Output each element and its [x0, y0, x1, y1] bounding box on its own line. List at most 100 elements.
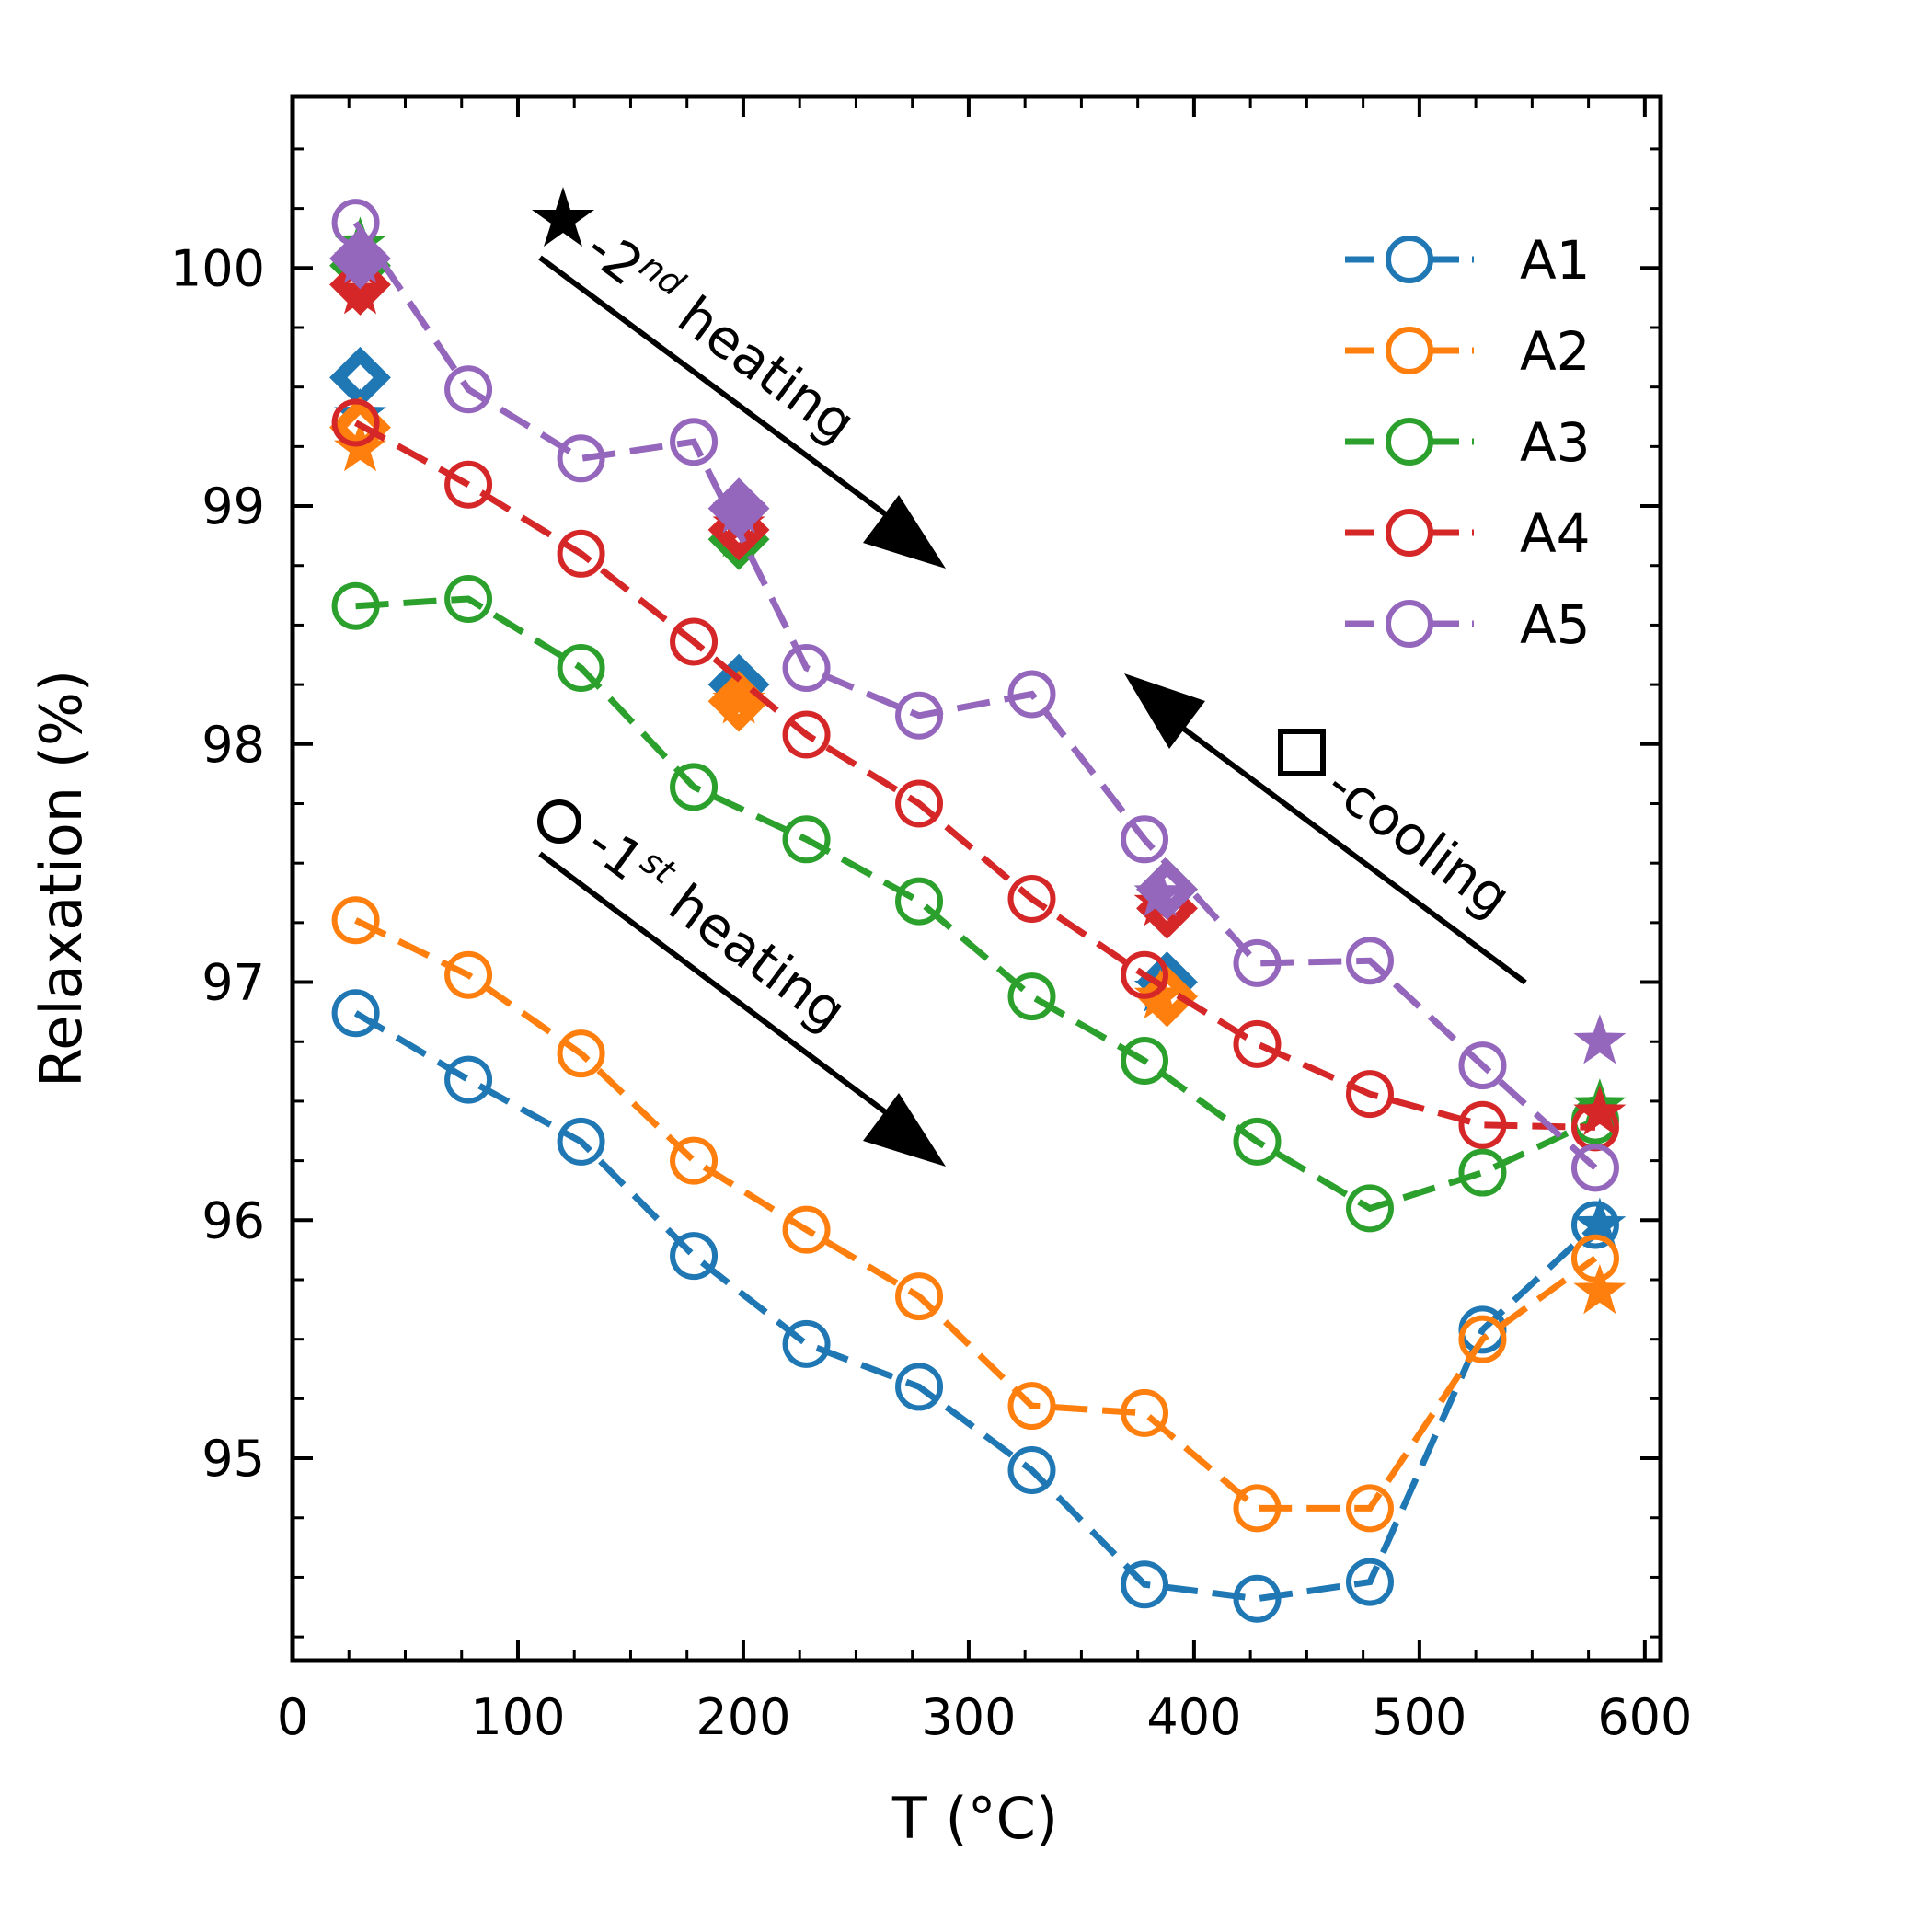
y-axis-label: Relaxation (%): [28, 670, 95, 1087]
x-tick-label: 100: [470, 1688, 565, 1746]
legend: A1 A2 A3 A4 A5: [1345, 229, 1591, 656]
first-heating-circle-marker: [895, 779, 944, 828]
legend-marker: [1386, 509, 1433, 557]
second-heating-star-marker: [1573, 1197, 1627, 1248]
y-tick-label: 98: [201, 716, 265, 774]
first-heating-circle-marker: [895, 1363, 944, 1411]
second-heating-star-marker: [712, 483, 765, 534]
second-heating-star-marker: [334, 233, 386, 283]
first-heating-circle-marker: [670, 617, 719, 666]
first-heating-circle-marker: [557, 529, 605, 578]
legend-item-a5: A5: [1345, 593, 1591, 656]
first-heating-circle-marker: [1007, 972, 1056, 1021]
first-heating-circle-marker: [444, 1055, 493, 1104]
second-heating-star-marker: [1573, 1263, 1627, 1315]
x-tick-label: 0: [277, 1688, 308, 1746]
legend-label: A5: [1520, 593, 1591, 656]
annotation-first-heating: -1st heating: [537, 799, 946, 1167]
first-heating-circle-marker: [782, 1319, 831, 1368]
data-series: [329, 199, 1627, 1623]
first-heating-circle-marker: [670, 1232, 719, 1281]
second-heating-star-marker: [334, 421, 386, 472]
arrow-shaft: [538, 851, 903, 1127]
first-heating-circle-marker: [1458, 1100, 1507, 1149]
first-heating-circle-marker: [1121, 950, 1169, 999]
plot-frame: [290, 94, 1663, 1663]
first-heating-circle-marker: [1458, 1148, 1507, 1197]
second-heating-star-marker: [1573, 1014, 1627, 1064]
first-heating-circle-marker: [1233, 1484, 1282, 1533]
first-heating-circle-marker: [331, 581, 380, 630]
arrow-shaft: [538, 255, 903, 529]
first-heating-circle-marker: [444, 950, 493, 999]
series-a5: [329, 199, 1627, 1192]
first-heating-circle-marker: [1121, 1388, 1169, 1437]
x-tick-label: 600: [1597, 1688, 1692, 1746]
arrow-shaft: [1162, 711, 1527, 985]
first-heating-circle-marker: [895, 1272, 944, 1321]
first-heating-circle-marker: [331, 896, 380, 945]
y-tick-label: 96: [201, 1191, 265, 1249]
legend-item-a3: A3: [1345, 411, 1591, 474]
x-axis-label: T (°C): [891, 1785, 1058, 1852]
legend-item-a2: A2: [1345, 320, 1591, 383]
y-tick-label: 97: [201, 954, 265, 1012]
first-heating-circle-marker: [1007, 874, 1056, 923]
first-heating-circle-marker: [1233, 938, 1282, 987]
first-heating-circle-marker: [1345, 1484, 1394, 1533]
first-heating-circle-marker: [444, 460, 493, 509]
legend-label: A4: [1520, 502, 1591, 565]
first-heating-circle-marker: [444, 574, 493, 623]
annotation-cooling: -cooling: [1124, 673, 1527, 985]
y-tick-label: 99: [201, 477, 265, 535]
legend-marker: [1386, 418, 1433, 466]
first-heating-circle-marker: [782, 644, 831, 693]
first-heating-circle-marker: [557, 644, 605, 693]
x-tick-label: 500: [1372, 1688, 1466, 1746]
legend-label: A1: [1520, 229, 1591, 292]
first-heating-circle-marker: [1570, 1201, 1619, 1249]
arrow-down-right-icon: [863, 495, 946, 569]
arrow-up-left-icon: [1124, 673, 1205, 749]
legend-label: A2: [1520, 320, 1591, 383]
first-heating-circle-marker: [331, 199, 380, 247]
first-heating-circle-marker: [1570, 1144, 1619, 1192]
first-heating-circle-marker: [557, 434, 605, 483]
x-tick-label: 300: [921, 1688, 1016, 1746]
second-heating-star-marker: [712, 673, 765, 724]
svg-text:-2nd heating: -2nd heating: [575, 213, 869, 454]
series-a2: [329, 397, 1627, 1533]
first-heating-circle-marker: [782, 710, 831, 759]
circle-marker-icon: [537, 799, 581, 844]
first-heating-circle-marker: [444, 365, 493, 414]
legend-label: A3: [1520, 411, 1591, 474]
first-heating-circle-marker: [1007, 670, 1056, 719]
first-heating-circle-marker: [1007, 1445, 1056, 1494]
series-a3: [329, 216, 1627, 1233]
first-heating-circle-marker: [1121, 1036, 1169, 1085]
star-marker-icon: [532, 187, 594, 247]
first-heating-circle-marker: [895, 877, 944, 926]
first-heating-circle-marker: [331, 989, 380, 1038]
first-heating-line: [354, 917, 1598, 1512]
first-heating-circle-marker: [1345, 937, 1394, 985]
first-heating-circle-marker: [670, 763, 719, 811]
first-heating-circle-marker: [1345, 1070, 1394, 1119]
first-heating-circle-marker: [557, 1029, 605, 1078]
first-heating-circle-marker: [1570, 1234, 1619, 1282]
first-heating-circle-marker: [670, 418, 719, 466]
legend-marker: [1386, 236, 1433, 283]
x-tick-label: 200: [696, 1688, 790, 1746]
cooling-diamond-hole: [347, 364, 374, 391]
x-tick-label: 400: [1146, 1688, 1241, 1746]
first-heating-circle-marker: [782, 1205, 831, 1254]
second-heating-star-marker: [1133, 866, 1187, 917]
first-heating-circle-marker: [331, 398, 380, 447]
legend-marker: [1386, 327, 1433, 374]
first-heating-line: [353, 1010, 1598, 1603]
first-heating-circle-marker: [895, 691, 944, 740]
first-heating-circle-marker: [1121, 1560, 1169, 1609]
square-marker-icon: [1278, 729, 1326, 776]
y-tick-label: 100: [170, 239, 265, 297]
